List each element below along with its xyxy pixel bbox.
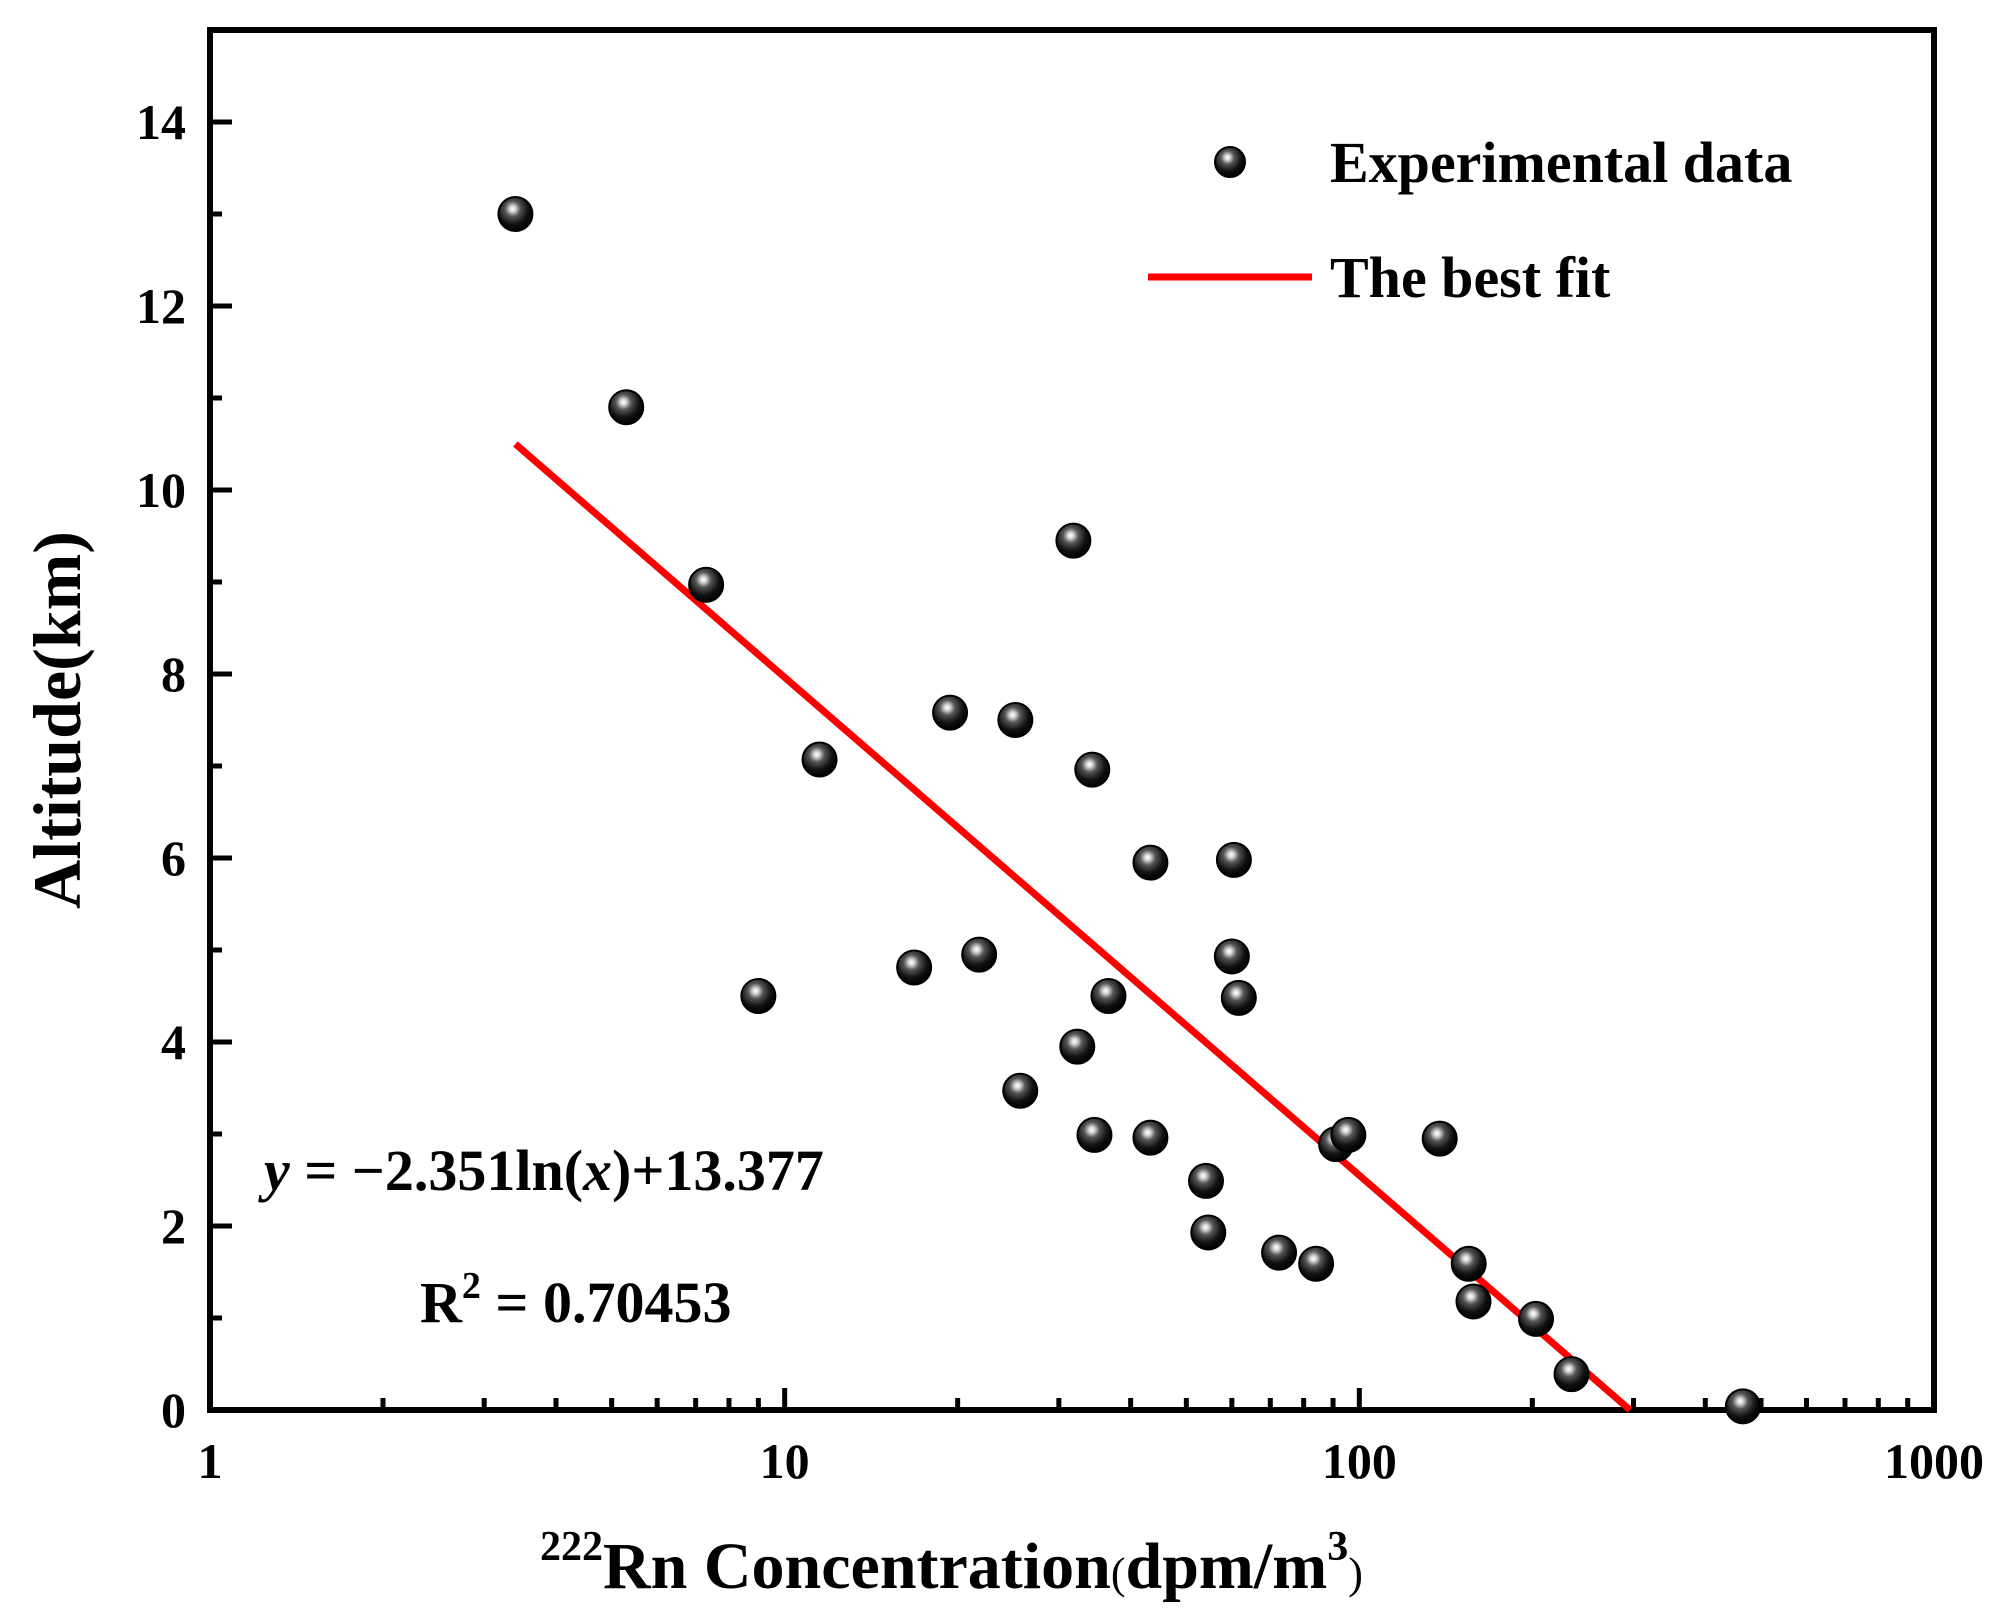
data-point bbox=[1188, 1162, 1225, 1199]
x-tick-label: 1000 bbox=[1884, 1433, 1984, 1489]
data-point bbox=[740, 978, 777, 1014]
y-tick-label: 2 bbox=[161, 1198, 186, 1254]
legend-line-label: The best fit bbox=[1330, 245, 1611, 310]
fit-line bbox=[513, 441, 1633, 1413]
equation-part: = −2.351ln( bbox=[290, 1138, 583, 1203]
data-point bbox=[1090, 978, 1127, 1014]
y-axis-ticks: 0 2 4 6 8 10 12 14 bbox=[136, 94, 232, 1438]
data-point bbox=[1421, 1120, 1458, 1157]
legend-point-marker bbox=[1214, 146, 1246, 178]
data-point bbox=[688, 566, 725, 603]
data-point bbox=[1074, 751, 1111, 788]
x-title-paren-open: ( bbox=[1111, 1549, 1126, 1598]
equation-y-var: y bbox=[258, 1138, 290, 1203]
data-point bbox=[1215, 841, 1252, 878]
legend-scatter-label: Experimental data bbox=[1330, 130, 1792, 195]
data-point bbox=[932, 694, 969, 731]
data-point bbox=[896, 949, 933, 986]
data-point bbox=[1518, 1300, 1555, 1337]
r-squared-r: R bbox=[420, 1270, 463, 1335]
data-point bbox=[1213, 938, 1250, 975]
data-point bbox=[1132, 844, 1169, 881]
x-title-units: dpm/m bbox=[1125, 1530, 1327, 1603]
r-squared: R2 = 0.70453 bbox=[420, 1265, 731, 1335]
data-point bbox=[1076, 1116, 1113, 1153]
y-tick-label: 6 bbox=[161, 830, 186, 886]
plot-frame bbox=[207, 27, 1937, 1413]
x-title-units-sup: 3 bbox=[1327, 1524, 1348, 1570]
data-point bbox=[1220, 979, 1257, 1016]
r-squared-value: = 0.70453 bbox=[481, 1270, 732, 1335]
data-point bbox=[1059, 1028, 1096, 1065]
data-point bbox=[1055, 522, 1092, 559]
data-point bbox=[1553, 1356, 1590, 1393]
data-point bbox=[801, 741, 838, 778]
equation-rest: )+13.377 bbox=[612, 1138, 824, 1203]
x-tick-label: 10 bbox=[760, 1433, 810, 1489]
x-title-paren-close: ) bbox=[1348, 1549, 1363, 1598]
data-point bbox=[961, 936, 998, 973]
y-tick-label: 0 bbox=[161, 1382, 186, 1438]
data-point bbox=[1261, 1234, 1298, 1271]
y-tick-label: 8 bbox=[161, 646, 186, 702]
data-point bbox=[1190, 1214, 1227, 1251]
data-point bbox=[1132, 1119, 1169, 1156]
r-squared-sup: 2 bbox=[462, 1265, 481, 1307]
fit-equation: y = −2.351ln(x)+13.377 bbox=[258, 1138, 824, 1203]
x-tick-label: 1 bbox=[198, 1433, 223, 1489]
data-point bbox=[1724, 1388, 1761, 1425]
y-tick-label: 10 bbox=[136, 462, 186, 518]
x-tick-label: 100 bbox=[1322, 1433, 1397, 1489]
data-point bbox=[1330, 1116, 1367, 1153]
x-axis-ticks: 1 10 100 1000 bbox=[198, 1388, 1984, 1489]
data-point bbox=[608, 389, 645, 426]
data-point bbox=[497, 196, 534, 232]
data-point bbox=[1002, 1072, 1039, 1109]
equation-x-var: x bbox=[582, 1138, 612, 1203]
y-axis-title: Altitude(km) bbox=[19, 531, 95, 909]
x-title-main: Rn Concentration bbox=[603, 1530, 1111, 1603]
y-tick-label: 14 bbox=[136, 94, 186, 150]
x-axis-title: 222Rn Concentration(dpm/m3) bbox=[540, 1524, 1363, 1603]
data-point bbox=[1455, 1283, 1492, 1320]
y-tick-label: 4 bbox=[161, 1014, 186, 1070]
scatter-points bbox=[497, 196, 1761, 1425]
data-point bbox=[1298, 1245, 1335, 1282]
y-tick-label: 12 bbox=[136, 278, 186, 334]
x-title-sup: 222 bbox=[540, 1524, 603, 1570]
legend: Experimental data The best fit bbox=[1148, 130, 1792, 310]
data-point bbox=[997, 702, 1034, 738]
data-point bbox=[1450, 1245, 1487, 1282]
